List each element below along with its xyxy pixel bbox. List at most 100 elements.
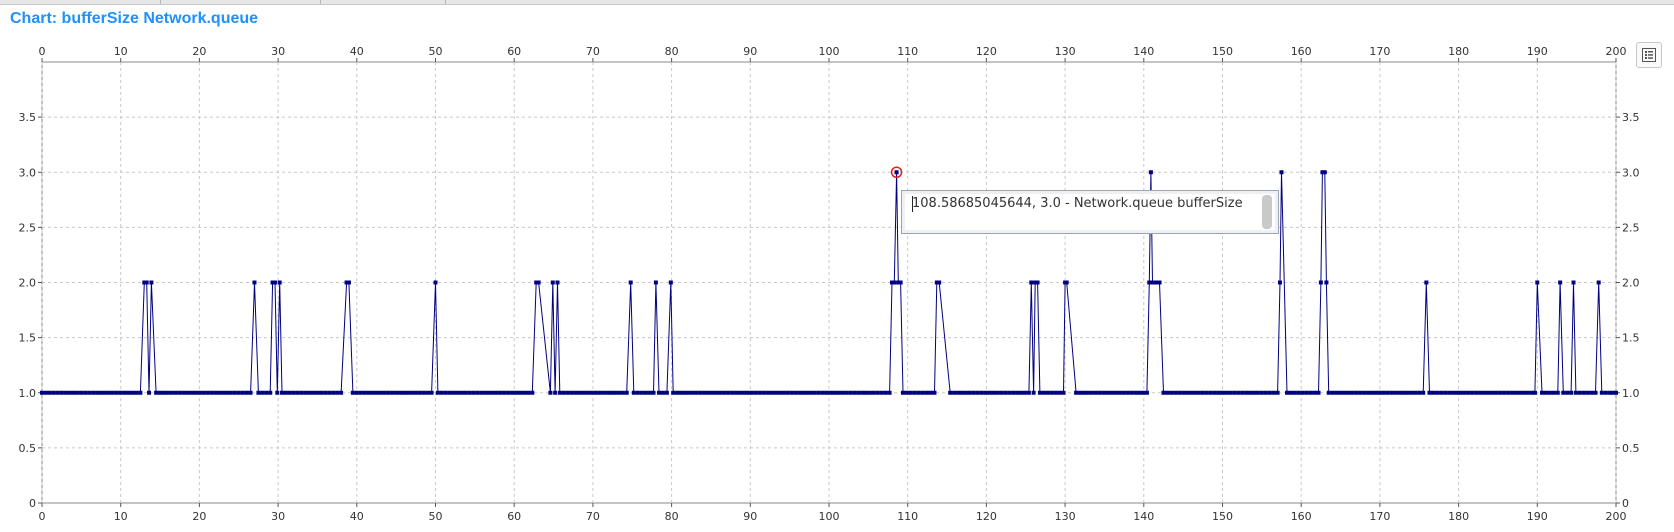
data-point[interactable] (1026, 390, 1031, 395)
data-point[interactable] (1565, 390, 1570, 395)
data-point[interactable] (1296, 390, 1301, 395)
data-point[interactable] (323, 390, 328, 395)
data-point[interactable] (1417, 390, 1422, 395)
data-point[interactable] (628, 280, 633, 285)
data-point[interactable] (165, 390, 170, 395)
data-point[interactable] (106, 390, 111, 395)
data-point[interactable] (1085, 390, 1090, 395)
data-point[interactable] (934, 280, 939, 285)
data-point[interactable] (185, 390, 190, 395)
data-point[interactable] (268, 390, 273, 395)
data-point[interactable] (67, 390, 72, 395)
data-point[interactable] (1502, 390, 1507, 395)
data-point[interactable] (1181, 390, 1186, 395)
data-point[interactable] (920, 390, 925, 395)
data-point[interactable] (710, 390, 715, 395)
data-point[interactable] (963, 390, 968, 395)
data-point[interactable] (1267, 390, 1272, 395)
data-point[interactable] (698, 390, 703, 395)
data-point[interactable] (1031, 390, 1036, 395)
data-point[interactable] (548, 390, 553, 395)
data-point[interactable] (277, 280, 282, 285)
data-point[interactable] (1451, 390, 1456, 395)
data-point[interactable] (1255, 390, 1260, 395)
data-point[interactable] (1033, 280, 1038, 285)
data-point[interactable] (1525, 390, 1530, 395)
data-point[interactable] (1049, 390, 1054, 395)
data-point[interactable] (154, 390, 159, 395)
data-point[interactable] (1169, 390, 1174, 395)
data-point[interactable] (280, 390, 285, 395)
data-point[interactable] (161, 390, 166, 395)
data-point[interactable] (1316, 390, 1321, 395)
data-point[interactable] (1288, 390, 1293, 395)
data-point[interactable] (1447, 390, 1452, 395)
data-point[interactable] (1555, 390, 1560, 395)
data-point[interactable] (1443, 390, 1448, 395)
data-point[interactable] (561, 390, 566, 395)
data-point[interactable] (526, 390, 531, 395)
data-point[interactable] (624, 390, 629, 395)
data-point[interactable] (221, 390, 226, 395)
data-point[interactable] (686, 390, 691, 395)
data-point[interactable] (1494, 390, 1499, 395)
data-point[interactable] (971, 390, 976, 395)
data-point[interactable] (647, 390, 652, 395)
data-point[interactable] (1189, 390, 1194, 395)
data-point[interactable] (753, 390, 758, 395)
data-point[interactable] (722, 390, 727, 395)
data-point[interactable] (319, 390, 324, 395)
data-point[interactable] (1244, 390, 1249, 395)
data-point[interactable] (1003, 390, 1008, 395)
data-point[interactable] (860, 390, 865, 395)
data-point[interactable] (808, 390, 813, 395)
data-point[interactable] (1035, 280, 1040, 285)
data-point[interactable] (1358, 390, 1363, 395)
data-point[interactable] (1097, 390, 1102, 395)
data-point[interactable] (370, 390, 375, 395)
data-point[interactable] (840, 390, 845, 395)
data-point[interactable] (664, 390, 669, 395)
data-point[interactable] (315, 390, 320, 395)
data-point[interactable] (749, 390, 754, 395)
data-point[interactable] (956, 390, 961, 395)
data-point[interactable] (1232, 390, 1237, 395)
data-point[interactable] (362, 390, 367, 395)
data-point[interactable] (240, 390, 245, 395)
data-point[interactable] (1455, 390, 1460, 395)
data-point[interactable] (1279, 170, 1284, 175)
data-point[interactable] (1137, 390, 1142, 395)
data-point[interactable] (573, 390, 578, 395)
data-point[interactable] (887, 390, 892, 395)
data-point[interactable] (213, 390, 218, 395)
data-point[interactable] (63, 390, 68, 395)
data-point[interactable] (1596, 280, 1601, 285)
data-point[interactable] (1148, 170, 1153, 175)
data-point[interactable] (479, 390, 484, 395)
data-point[interactable] (1081, 390, 1086, 395)
data-point[interactable] (169, 390, 174, 395)
data-point[interactable] (793, 390, 798, 395)
data-point[interactable] (459, 390, 464, 395)
data-point[interactable] (378, 390, 383, 395)
data-point[interactable] (660, 390, 665, 395)
data-point[interactable] (409, 390, 414, 395)
data-point[interactable] (1569, 390, 1574, 395)
data-point[interactable] (1510, 390, 1515, 395)
data-point[interactable] (706, 390, 711, 395)
data-point[interactable] (232, 390, 237, 395)
data-point[interactable] (425, 390, 430, 395)
data-point[interactable] (1517, 390, 1522, 395)
data-point[interactable] (557, 390, 562, 395)
data-point[interactable] (773, 390, 778, 395)
data-point[interactable] (149, 280, 154, 285)
data-point[interactable] (1196, 390, 1201, 395)
data-point[interactable] (91, 390, 96, 395)
data-point[interactable] (777, 390, 782, 395)
data-point[interactable] (1573, 390, 1578, 395)
data-point[interactable] (871, 390, 876, 395)
data-point[interactable] (801, 390, 806, 395)
data-point[interactable] (785, 390, 790, 395)
data-point[interactable] (657, 390, 662, 395)
data-point[interactable] (983, 390, 988, 395)
